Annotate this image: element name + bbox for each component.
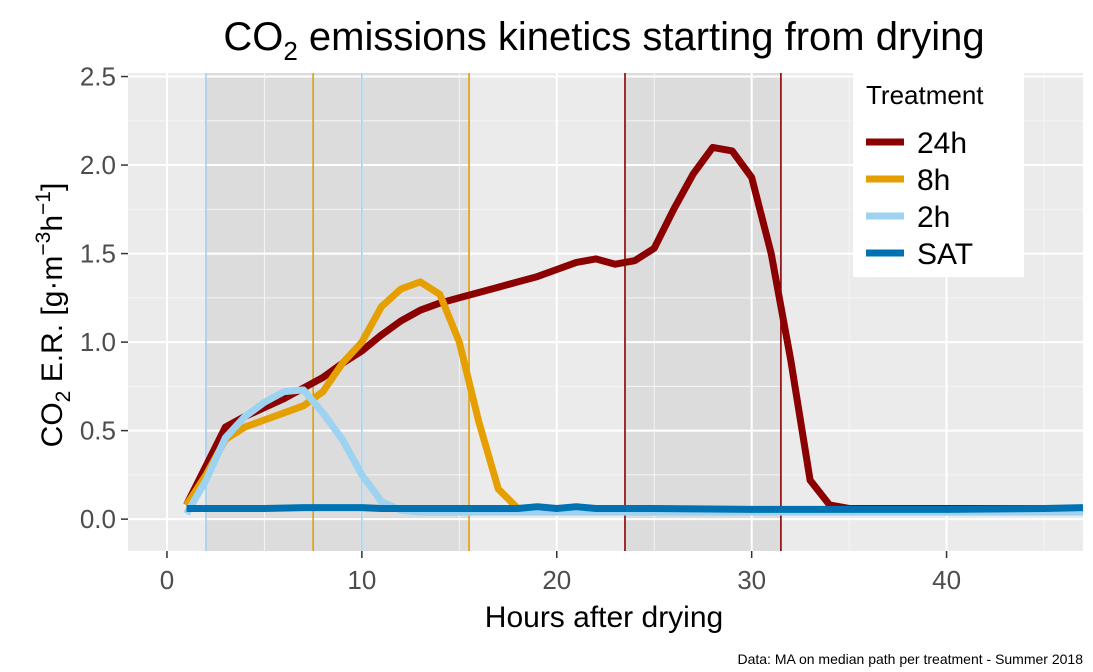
ylabel-m: m [36,256,69,281]
x-axis-title: Hours after drying [485,601,723,634]
series-line-24h [183,143,1083,512]
y-tick-label-0: 0.0 [80,504,116,534]
series-line-8h [183,278,1083,514]
ylabel-dot: · [36,281,69,291]
y-tick-label-0.5: 0.5 [80,416,116,446]
legend-box [853,73,1024,277]
series-line-2h [183,386,1083,516]
shaded-intervals [205,73,781,551]
shaded-interval-2 [624,73,781,551]
title-subscript: 2 [283,36,297,66]
y-tick-label-2: 2.0 [80,150,116,180]
legend-title: Treatment [866,80,984,110]
x-axis-ticks: 0 10 20 30 40 [160,551,961,595]
y-axis-ticks: 0.0 0.5 1.0 1.5 2.0 2.5 [80,62,128,534]
ylabel-sup-m: −3 [32,232,55,256]
caption: Data: MA on median path per treatment - … [737,651,1083,667]
ylabel-co: CO [36,402,69,447]
legend: Treatment 24h 8h 2h SAT [853,73,1024,277]
y-tick-label-1.5: 1.5 [80,239,116,269]
series-line-sat [186,503,1084,513]
legend-label-2h: 2h [917,201,950,234]
ylabel-close: ] [36,183,69,191]
chart-title: CO2 emissions kinetics starting from dry… [223,15,984,66]
treatment-vertical-lines [205,73,782,551]
x-tick-label-0: 0 [160,565,174,595]
x-tick-label-30: 30 [737,565,766,595]
legend-entries: 24h 8h 2h SAT [866,127,973,271]
ylabel-sub-2: 2 [52,391,75,403]
x-tick-label-20: 20 [542,565,571,595]
y-tick-label-2.5: 2.5 [80,62,116,92]
x-tick-label-40: 40 [932,565,961,595]
ylabel-h: h [36,215,69,232]
series-lines [183,143,1084,516]
legend-label-24h: 24h [917,127,967,160]
ylabel-er: E.R. [g [36,291,69,391]
shaded-interval-0 [205,73,362,551]
title-co: CO [223,15,283,59]
ylabel-sup-h: −1 [32,191,55,215]
x-tick-label-10: 10 [347,565,376,595]
y-axis-title: CO2 E.R. [g·m−3h−1] [32,183,75,448]
legend-label-sat: SAT [917,238,973,271]
y-tick-label-1: 1.0 [80,327,116,357]
legend-label-8h: 8h [917,164,950,197]
title-rest: emissions kinetics starting from drying [298,15,985,59]
